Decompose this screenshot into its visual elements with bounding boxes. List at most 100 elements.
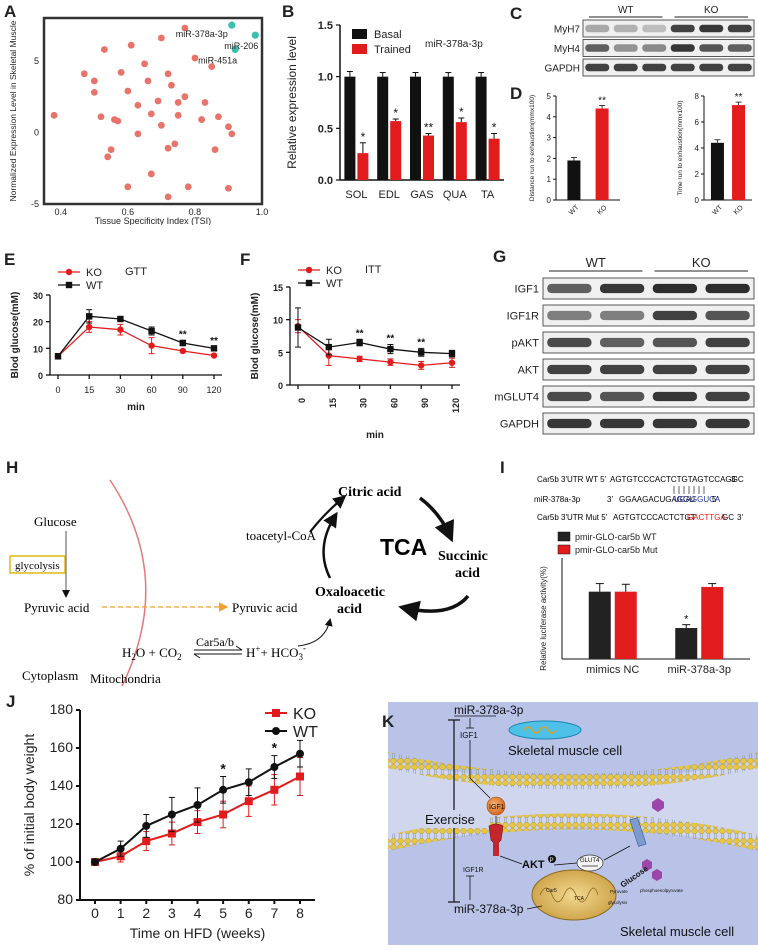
bar: [344, 76, 356, 180]
blot-band: [705, 310, 750, 321]
k-top-membrane: [388, 752, 758, 790]
k-akt-label: AKT: [522, 859, 545, 871]
data-point: [86, 323, 93, 331]
forward-reaction-head: [235, 645, 243, 651]
scatter-point: [157, 34, 165, 42]
scatter-point: [80, 70, 88, 78]
citric-acid-label: Citric acid: [338, 485, 402, 500]
category-label: mimics NC: [586, 664, 639, 676]
blot-row-label: AKT: [518, 365, 540, 377]
blot-band: [547, 418, 592, 429]
y-axis-label: Blod glucose(mM): [10, 292, 21, 379]
k-car5-label: Car5: [546, 888, 557, 894]
igf1-ball-icon: [486, 796, 506, 816]
sig-mark: *: [393, 106, 398, 120]
blot-strip: [542, 412, 755, 435]
igf1r-receptor-tail: [493, 840, 499, 856]
data-point: [116, 844, 125, 853]
x-tick-label: 15: [328, 398, 338, 408]
sig-mark: **: [424, 121, 434, 135]
seq-wt-sequence: AGTGTCCCACTCTGTAGTCCAGGC: [610, 475, 744, 484]
exercise-label: Exercise: [425, 812, 475, 827]
blot-band: [705, 283, 750, 294]
blot-band: [642, 24, 667, 33]
k-phospho-label: phosphoenolpyruvate: [640, 888, 684, 893]
scatter-point: [181, 93, 189, 101]
blot-strip: [542, 304, 755, 327]
y-tick-label: 160: [50, 739, 74, 755]
y-axis-label: Relative luciferase activity(%): [539, 566, 548, 671]
k-tca-label: TCA: [574, 896, 585, 902]
data-point: [448, 350, 456, 357]
y-tick-label: 20: [33, 318, 43, 328]
scatter-point: [174, 111, 182, 119]
scatter-point: [168, 81, 175, 89]
glucose-hexagon-icon-3: [652, 869, 662, 881]
x-axis-label: min: [127, 402, 145, 413]
data-point: [148, 342, 155, 349]
blot-band: [613, 24, 638, 33]
legend-swatch: [557, 544, 571, 555]
y-tick-label: 4: [547, 113, 552, 122]
data-point: [54, 353, 62, 360]
highlight-label: miR-378a-3p: [176, 29, 228, 39]
panel-c-label: C: [510, 4, 523, 23]
y-axis-label: Blod glucose(mM): [250, 293, 261, 380]
scatter-point: [134, 101, 142, 109]
k-top-cell: [388, 702, 758, 780]
sig-mark: *: [492, 121, 497, 135]
highlight-point: [228, 21, 236, 29]
highlight-point: [251, 31, 259, 39]
sequence-alignment: Car5b 3'UTR WT 5' AGTGTCCCACTCTGTAGTCCAG…: [534, 475, 744, 522]
panel-h-label: H: [6, 458, 19, 477]
legend-marker: [305, 266, 313, 274]
scatter-point: [164, 144, 172, 152]
data-point: [91, 858, 99, 866]
highlight-label: miR-206: [224, 41, 258, 51]
panel-j-label: J: [6, 692, 16, 711]
sig-mark: **: [735, 92, 743, 103]
water-co2-label: H2O + CO2: [122, 645, 182, 662]
blot-strip: [542, 331, 755, 354]
category-label: EDL: [378, 189, 399, 201]
seq-wt-end: 3': [731, 475, 737, 484]
seq-wt-label: Car5b 3'UTR WT 5': [537, 475, 607, 484]
x-tick-label: 6: [245, 905, 253, 921]
blot-band: [642, 63, 667, 72]
blot-band: [705, 337, 750, 348]
y-axis-label: Distance run to exhaustion(mmx100): [529, 95, 536, 201]
y-tick-label: 10: [273, 316, 283, 326]
bar: [710, 142, 724, 200]
data-point: [142, 821, 151, 830]
blot-band: [699, 63, 724, 72]
legend-label: pmir-GLO-car5b Mut: [575, 545, 658, 555]
sig-mark: **: [417, 337, 425, 348]
data-point: [244, 778, 253, 787]
legend-label: Basal: [374, 29, 402, 41]
blot-band: [727, 44, 752, 52]
y-tick-label: 0: [547, 196, 552, 205]
blot-band: [599, 337, 645, 348]
data-point: [325, 352, 332, 359]
blot-band: [585, 63, 610, 72]
category-label: GAS: [410, 189, 433, 201]
sig-mark: **: [210, 336, 218, 347]
blot-band: [670, 63, 695, 72]
blot-band: [670, 44, 695, 52]
panel-e: E 0 10 20 30 0 15 30 60 90 120 min Blod glucose(mM)…: [0, 250, 240, 450]
scatter-point: [211, 146, 219, 154]
sig-mark: *: [684, 614, 689, 626]
data-point: [179, 347, 186, 355]
k-mir-bottom-arrow: [526, 905, 543, 910]
scatter-point: [104, 153, 112, 161]
sig-mark: **: [356, 328, 364, 339]
group-label: WT: [618, 5, 634, 16]
category-label: miR-378a-3p: [667, 664, 731, 676]
k-igf1r-label: IGF1R: [463, 867, 484, 874]
sig-mark: *: [459, 105, 464, 119]
data-point: [356, 339, 363, 346]
succinic-acid-label-2: acid: [455, 566, 480, 581]
seq-mir-seed: UCAGGUCA: [674, 495, 721, 504]
data-point: [356, 355, 363, 363]
x-tick-label: 90: [420, 398, 430, 408]
